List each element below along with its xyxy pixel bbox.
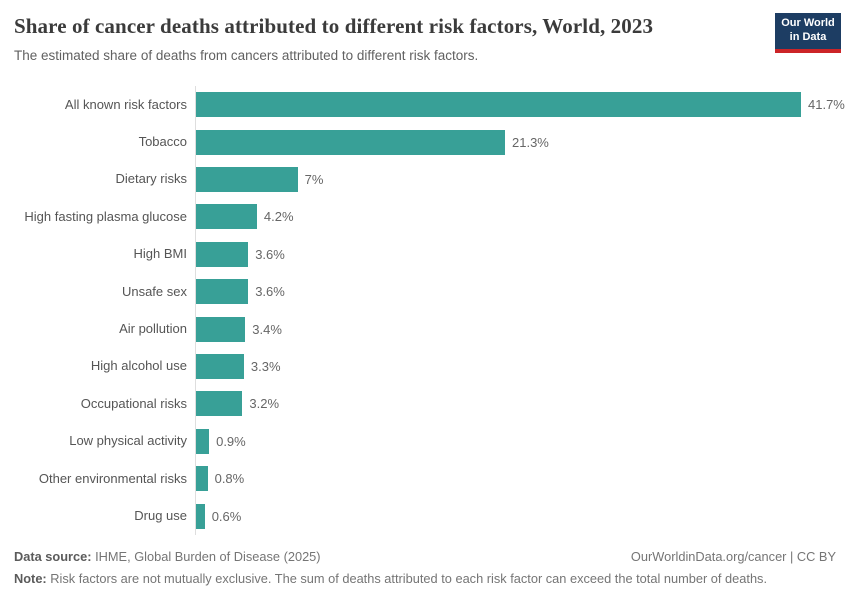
owid-logo-line1: Our World bbox=[781, 17, 835, 30]
chart-row: Occupational risks 3.2% bbox=[14, 385, 836, 422]
chart-row: Low physical activity 0.9% bbox=[14, 423, 836, 460]
chart-row: All known risk factors 41.7% bbox=[14, 86, 845, 123]
y-axis-line bbox=[195, 86, 196, 536]
chart-row: High fasting plasma glucose 4.2% bbox=[14, 198, 836, 235]
bar[interactable] bbox=[196, 316, 246, 342]
plot-area: 4.2% bbox=[195, 204, 836, 230]
source-link[interactable]: OurWorldinData.org/cancer | CC BY bbox=[630, 549, 836, 565]
data-source: Data source: IHME, Global Burden of Dise… bbox=[14, 548, 321, 567]
chart-subtitle: The estimated share of deaths from cance… bbox=[14, 48, 479, 64]
chart-row: High alcohol use 3.3% bbox=[14, 348, 836, 385]
note-text: Risk factors are not mutually exclusive.… bbox=[46, 570, 768, 586]
data-source-label: Data source: bbox=[14, 549, 92, 565]
bar[interactable] bbox=[196, 279, 249, 305]
plot-area: 0.8% bbox=[195, 466, 836, 492]
chart-row: Other environmental risks 0.8% bbox=[14, 460, 836, 497]
owid-logo-line2: in Data bbox=[789, 31, 827, 43]
chart-row: Tobacco 21.3% bbox=[14, 123, 836, 160]
plot-area: 21.3% bbox=[195, 129, 836, 155]
value-label: 3.6% bbox=[255, 246, 285, 262]
chart-row: Dietary risks 7% bbox=[14, 161, 836, 198]
plot-area: 3.4% bbox=[195, 316, 836, 342]
chart-row: High BMI 3.6% bbox=[14, 236, 836, 273]
category-label: Unsafe sex bbox=[121, 283, 187, 299]
note: Note: Risk factors are not mutually excl… bbox=[14, 570, 836, 589]
plot-area: 3.6% bbox=[195, 241, 836, 267]
bar-chart: All known risk factors 41.7% Tobacco 21.3% D… bbox=[14, 86, 845, 536]
page-title: Share of cancer deaths attributed to dif… bbox=[14, 14, 654, 38]
category-label: Tobacco bbox=[138, 134, 187, 149]
plot-area: 7% bbox=[195, 167, 836, 193]
bar[interactable] bbox=[196, 428, 210, 454]
category-label: High BMI bbox=[133, 246, 187, 262]
category-label: Occupational risks bbox=[80, 395, 187, 411]
plot-area: 3.6% bbox=[195, 279, 836, 305]
category-label: Dietary risks bbox=[115, 171, 187, 187]
value-label: 4.2% bbox=[263, 209, 294, 225]
chart-row: Air pollution 3.4% bbox=[14, 310, 836, 347]
bar[interactable] bbox=[196, 92, 801, 118]
chart-row: Unsafe sex 3.6% bbox=[14, 273, 836, 310]
value-label: 7% bbox=[304, 172, 324, 188]
plot-area: 0.9% bbox=[195, 428, 836, 454]
bar[interactable] bbox=[196, 204, 257, 230]
plot-area: 3.2% bbox=[195, 391, 836, 417]
value-label: 3.2% bbox=[249, 396, 280, 412]
category-label: All known risk factors bbox=[64, 96, 187, 112]
chart-row: Drug use 0.6% bbox=[14, 497, 836, 534]
bar[interactable] bbox=[196, 466, 208, 492]
value-label: 0.8% bbox=[214, 471, 245, 487]
bar[interactable] bbox=[196, 353, 244, 379]
bar[interactable] bbox=[196, 167, 298, 193]
plot-area: 0.6% bbox=[195, 503, 836, 529]
note-label: Note: bbox=[14, 570, 47, 586]
category-label: High fasting plasma glucose bbox=[24, 208, 187, 224]
chart-footer: Data source: IHME, Global Burden of Dise… bbox=[14, 548, 836, 588]
bar[interactable] bbox=[196, 391, 243, 417]
value-label: 3.6% bbox=[255, 284, 285, 300]
bar[interactable] bbox=[196, 503, 205, 529]
bar[interactable] bbox=[196, 241, 249, 267]
plot-area: 41.7% bbox=[195, 92, 845, 118]
value-label: 3.4% bbox=[252, 321, 282, 337]
chart-header: Share of cancer deaths attributed to dif… bbox=[14, 13, 841, 65]
value-label: 0.6% bbox=[211, 508, 242, 524]
bar[interactable] bbox=[196, 129, 505, 155]
owid-logo[interactable]: Our World in Data bbox=[775, 13, 841, 53]
plot-area: 3.3% bbox=[195, 353, 836, 379]
value-label: 41.7% bbox=[808, 97, 845, 113]
value-label: 3.3% bbox=[250, 358, 281, 374]
category-label: Air pollution bbox=[119, 320, 187, 336]
value-label: 0.9% bbox=[216, 433, 246, 449]
category-label: High alcohol use bbox=[90, 358, 187, 374]
value-label: 21.3% bbox=[512, 134, 549, 150]
data-source-text: IHME, Global Burden of Disease (2025) bbox=[91, 549, 321, 565]
chart-rows: All known risk factors 41.7% Tobacco 21.3% D… bbox=[14, 86, 845, 535]
category-label: Other environmental risks bbox=[38, 470, 187, 486]
category-label: Drug use bbox=[134, 507, 187, 523]
category-label: Low physical activity bbox=[69, 433, 187, 449]
